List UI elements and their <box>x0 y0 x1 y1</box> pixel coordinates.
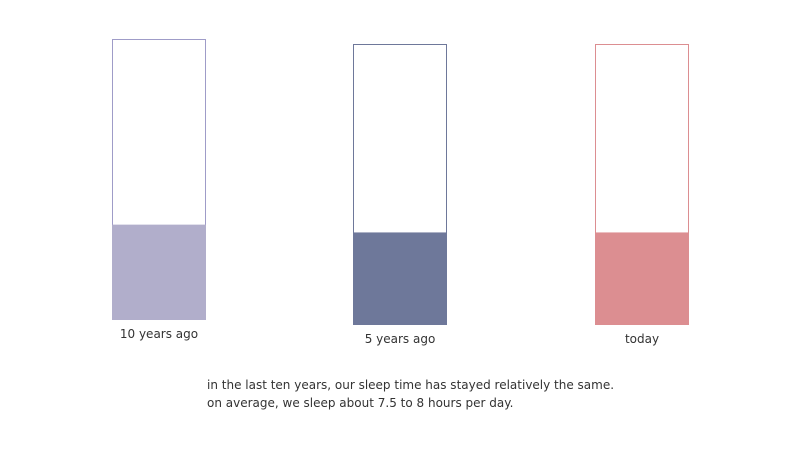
category-label-2: today <box>625 332 659 346</box>
bar-fill-1 <box>353 232 447 325</box>
bar-fill-0 <box>112 224 206 320</box>
caption-line-2: on average, we sleep about 7.5 to 8 hour… <box>207 396 514 410</box>
chart-caption: in the last ten years, our sleep time ha… <box>207 376 707 412</box>
sleep-chart: 10 years ago 5 years ago today <box>112 39 689 346</box>
category-label-0: 10 years ago <box>120 327 198 341</box>
caption-line-1: in the last ten years, our sleep time ha… <box>207 378 615 392</box>
bar-fill-2 <box>595 232 689 325</box>
category-label-1: 5 years ago <box>365 332 436 346</box>
